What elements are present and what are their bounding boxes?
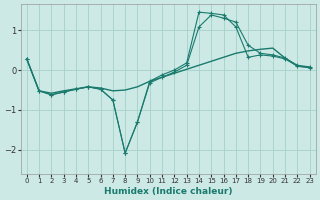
X-axis label: Humidex (Indice chaleur): Humidex (Indice chaleur) (104, 187, 232, 196)
